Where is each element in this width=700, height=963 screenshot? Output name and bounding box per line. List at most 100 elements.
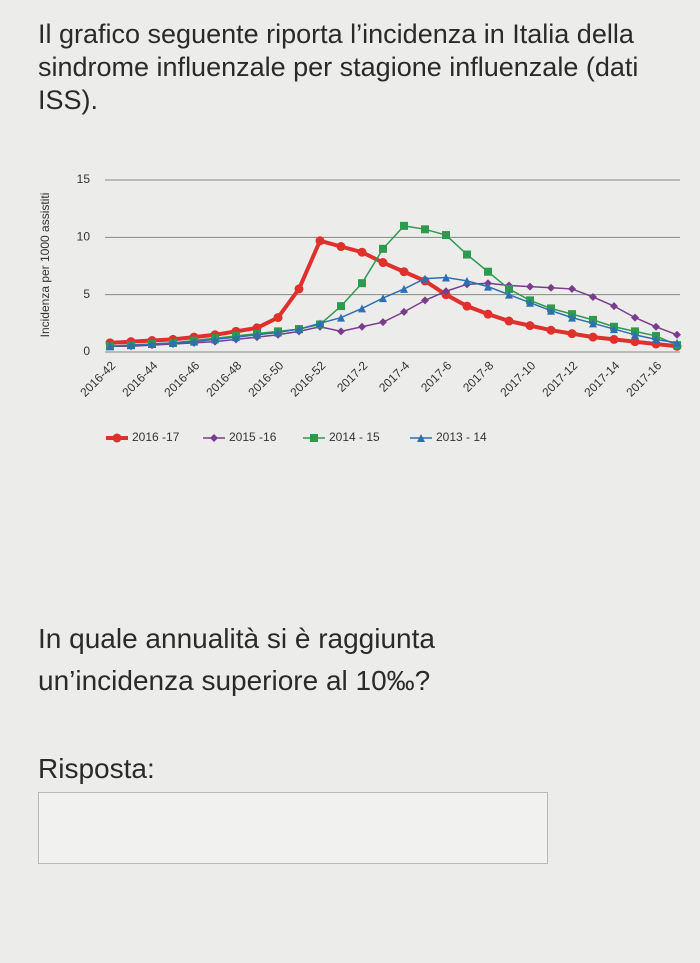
series-line (109, 276, 678, 348)
data-point (546, 325, 556, 335)
data-point (609, 334, 619, 344)
legend-label: 2014 - 15 (329, 430, 380, 444)
series-line (109, 238, 678, 349)
legend-marker (310, 434, 318, 442)
data-point (525, 321, 535, 331)
data-point (378, 258, 388, 268)
data-point (673, 330, 681, 339)
data-point (610, 325, 618, 334)
data-point (337, 302, 345, 311)
data-point (504, 316, 514, 326)
data-point (442, 231, 450, 240)
legend-label: 2016 -17 (132, 430, 180, 444)
data-point (273, 313, 283, 323)
x-tick-label: 2016-46 (161, 358, 202, 399)
data-point (400, 307, 408, 316)
x-tick-label: 2016-44 (119, 358, 160, 399)
data-point (253, 330, 261, 339)
data-point (274, 328, 282, 337)
x-tick-label: 2017-14 (581, 358, 622, 399)
data-point (568, 313, 576, 322)
y-tick-label: 10 (77, 230, 91, 244)
data-point (211, 335, 219, 344)
data-point (673, 338, 681, 347)
x-tick-label: 2016-42 (77, 358, 118, 399)
y-tick-label: 0 (83, 344, 90, 358)
data-point (315, 236, 325, 246)
question: In quale annualità si è raggiunta un’inc… (38, 623, 435, 696)
data-point (169, 338, 177, 347)
x-tick-label: 2017-10 (497, 358, 538, 399)
x-tick-label: 2017-2 (334, 358, 371, 395)
data-point (442, 287, 450, 296)
data-point (442, 273, 450, 282)
data-point (295, 325, 303, 334)
data-point (588, 332, 598, 342)
data-point (526, 298, 534, 307)
x-tick-label: 2016-50 (245, 358, 286, 399)
data-point (484, 267, 492, 276)
legend-label: 2015 -16 (229, 430, 277, 444)
data-point (484, 282, 492, 291)
data-point (567, 329, 577, 339)
data-point (652, 322, 660, 331)
data-point (526, 282, 534, 291)
x-tick-label: 2016-52 (287, 358, 328, 399)
data-point (462, 301, 472, 311)
legend-label: 2013 - 14 (436, 430, 487, 444)
data-point (358, 279, 366, 288)
data-point (421, 274, 429, 283)
x-tick-label: 2017-12 (539, 358, 580, 399)
data-point (127, 341, 135, 350)
answer-label: Risposta: (38, 753, 155, 784)
data-point (505, 290, 513, 299)
data-point (400, 284, 408, 293)
intro: Il grafico seguente riporta l’incidenza … (38, 19, 639, 115)
data-point (379, 244, 387, 253)
y-tick-label: 15 (77, 172, 91, 186)
data-point (547, 283, 555, 292)
data-point (631, 330, 639, 339)
data-point (421, 296, 429, 305)
data-point (505, 284, 513, 293)
x-tick-label: 2017-16 (623, 358, 664, 399)
data-point (547, 306, 555, 315)
data-point (400, 221, 408, 230)
data-point (630, 337, 640, 347)
data-point (421, 225, 429, 234)
legend-marker (112, 433, 122, 443)
legend-marker (210, 434, 218, 442)
data-point (358, 322, 366, 331)
data-point (379, 318, 387, 327)
data-point (589, 319, 597, 328)
data-point (399, 267, 409, 277)
data-point (631, 313, 639, 322)
data-point (337, 313, 345, 322)
data-point (148, 339, 156, 348)
data-point (232, 333, 240, 342)
data-point (568, 284, 576, 293)
x-tick-label: 2016-48 (203, 358, 244, 399)
data-point (589, 292, 597, 301)
series-line (109, 225, 678, 348)
data-point (463, 250, 471, 259)
legend-marker (417, 434, 425, 442)
x-tick-label: 2017-6 (418, 358, 455, 395)
x-tick-label: 2017-4 (376, 358, 413, 395)
data-point (106, 342, 114, 351)
data-point (652, 335, 660, 344)
data-point (379, 294, 387, 303)
data-point (610, 302, 618, 311)
y-tick-label: 5 (83, 287, 90, 301)
series-line (110, 282, 678, 348)
data-point (463, 276, 471, 285)
data-point (294, 284, 304, 294)
data-point (357, 247, 367, 257)
answer-box[interactable] (38, 792, 548, 864)
data-point (358, 304, 366, 313)
chart: Incidenza per 1000 assistiti 0 5 10 15 2016-… (38, 172, 682, 444)
data-point (337, 327, 345, 336)
y-axis-label: Incidenza per 1000 assistiti (38, 193, 52, 338)
x-tick-label: 2017-8 (460, 358, 497, 395)
